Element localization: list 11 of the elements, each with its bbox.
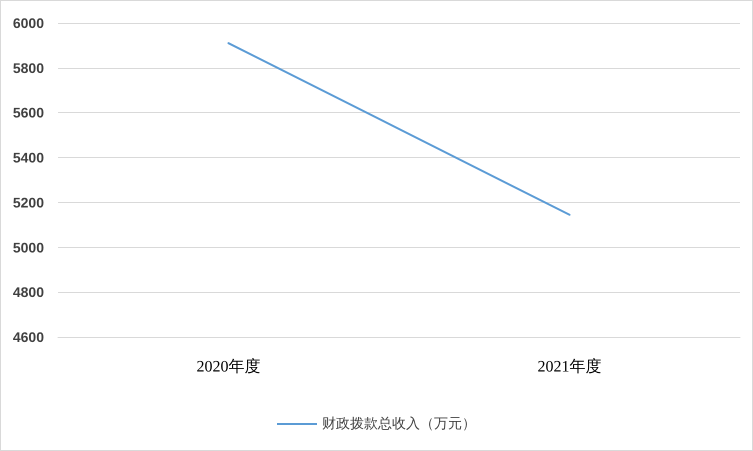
x-tick-label: 2020年度 xyxy=(196,358,260,376)
legend-label: 财政拨款总收入（万元） xyxy=(322,416,476,432)
y-tick-label: 6000 xyxy=(12,15,44,31)
y-tick-label: 5200 xyxy=(12,194,44,210)
y-tick-label: 4800 xyxy=(12,284,44,300)
y-tick-label: 5800 xyxy=(12,60,44,76)
x-tick-label: 2021年度 xyxy=(538,358,602,376)
y-tick-label: 4600 xyxy=(12,329,44,345)
y-tick-label: 5400 xyxy=(12,150,44,166)
y-tick-label: 5000 xyxy=(12,239,44,256)
y-tick-label: 5600 xyxy=(12,104,44,121)
